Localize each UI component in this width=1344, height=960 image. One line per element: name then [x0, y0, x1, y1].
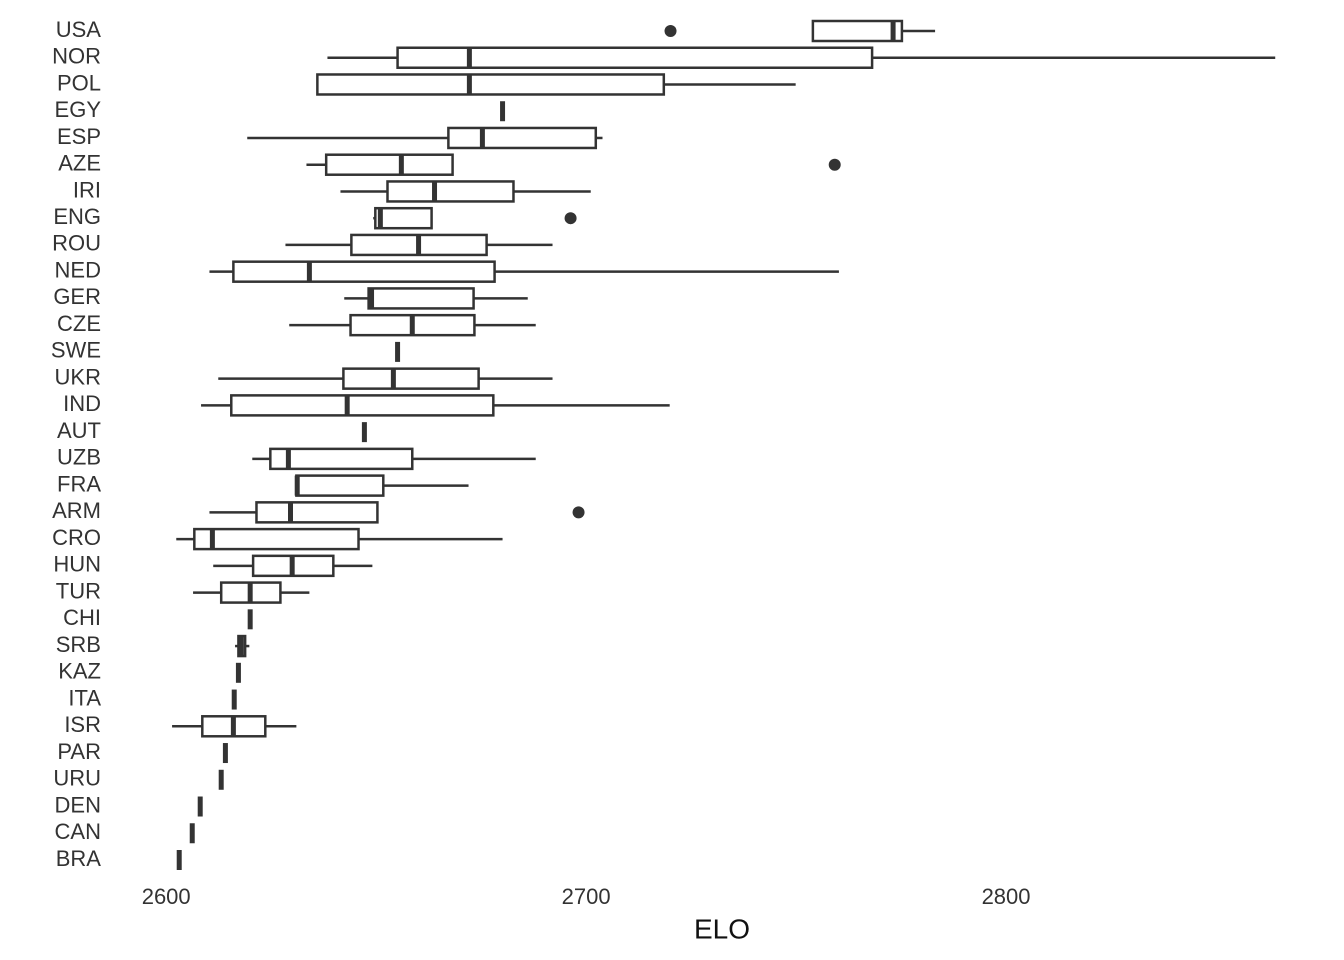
x-tick-label: 2600 [142, 884, 191, 909]
y-tick-label: CZE [57, 311, 101, 336]
box [230, 394, 495, 417]
x-axis-title: ELO [694, 913, 750, 944]
y-tick-label: PAR [57, 739, 101, 764]
y-tick-label: ROU [52, 231, 101, 256]
y-tick-label: AUT [57, 418, 101, 443]
y-tick-label: NOR [52, 44, 101, 69]
x-tick-label: 2800 [982, 884, 1031, 909]
box [232, 260, 496, 283]
outlier [572, 506, 585, 519]
y-tick-label: IND [63, 391, 101, 416]
box [295, 474, 385, 497]
y-tick-label: USA [56, 17, 102, 42]
box [367, 287, 475, 310]
box [811, 19, 904, 43]
y-tick-label: AZE [58, 151, 101, 176]
box [193, 527, 360, 551]
outlier [664, 25, 677, 37]
outlier [828, 158, 841, 171]
box [324, 153, 454, 176]
box [374, 206, 433, 230]
box [386, 180, 515, 203]
y-tick-label: UZB [57, 445, 101, 470]
y-tick-label: GER [53, 284, 101, 309]
y-tick-label: SRB [56, 632, 101, 657]
x-tick-label: 2700 [562, 884, 611, 909]
y-tick-label: ARM [52, 498, 101, 523]
y-tick-label: ENG [53, 204, 101, 229]
y-tick-label: ISR [64, 712, 101, 737]
y-tick-label: NED [55, 257, 101, 282]
box [269, 447, 414, 471]
y-tick-label: CHI [63, 605, 101, 630]
y-tick-label: CAN [55, 819, 101, 844]
y-tick-label: IRI [73, 177, 101, 202]
y-tick-label: HUN [53, 552, 101, 577]
box [316, 73, 666, 96]
y-tick-label: EGY [55, 97, 102, 122]
box [342, 367, 480, 390]
y-tick-label: TUR [56, 578, 101, 603]
box [447, 126, 598, 150]
y-tick-label: UKR [55, 364, 101, 389]
y-tick-label: CRO [52, 525, 101, 550]
y-tick-label: ESP [57, 124, 101, 149]
box [396, 46, 874, 69]
y-tick-label: POL [57, 70, 101, 95]
y-tick-label: SWE [51, 338, 101, 363]
y-tick-label: DEN [55, 792, 101, 817]
outlier [564, 212, 577, 225]
y-tick-label: BRA [56, 846, 102, 871]
y-tick-label: FRA [57, 471, 101, 496]
y-tick-label: ITA [68, 685, 101, 710]
y-tick-label: KAZ [58, 659, 101, 684]
y-tick-label: URU [53, 766, 101, 791]
box [255, 501, 379, 524]
